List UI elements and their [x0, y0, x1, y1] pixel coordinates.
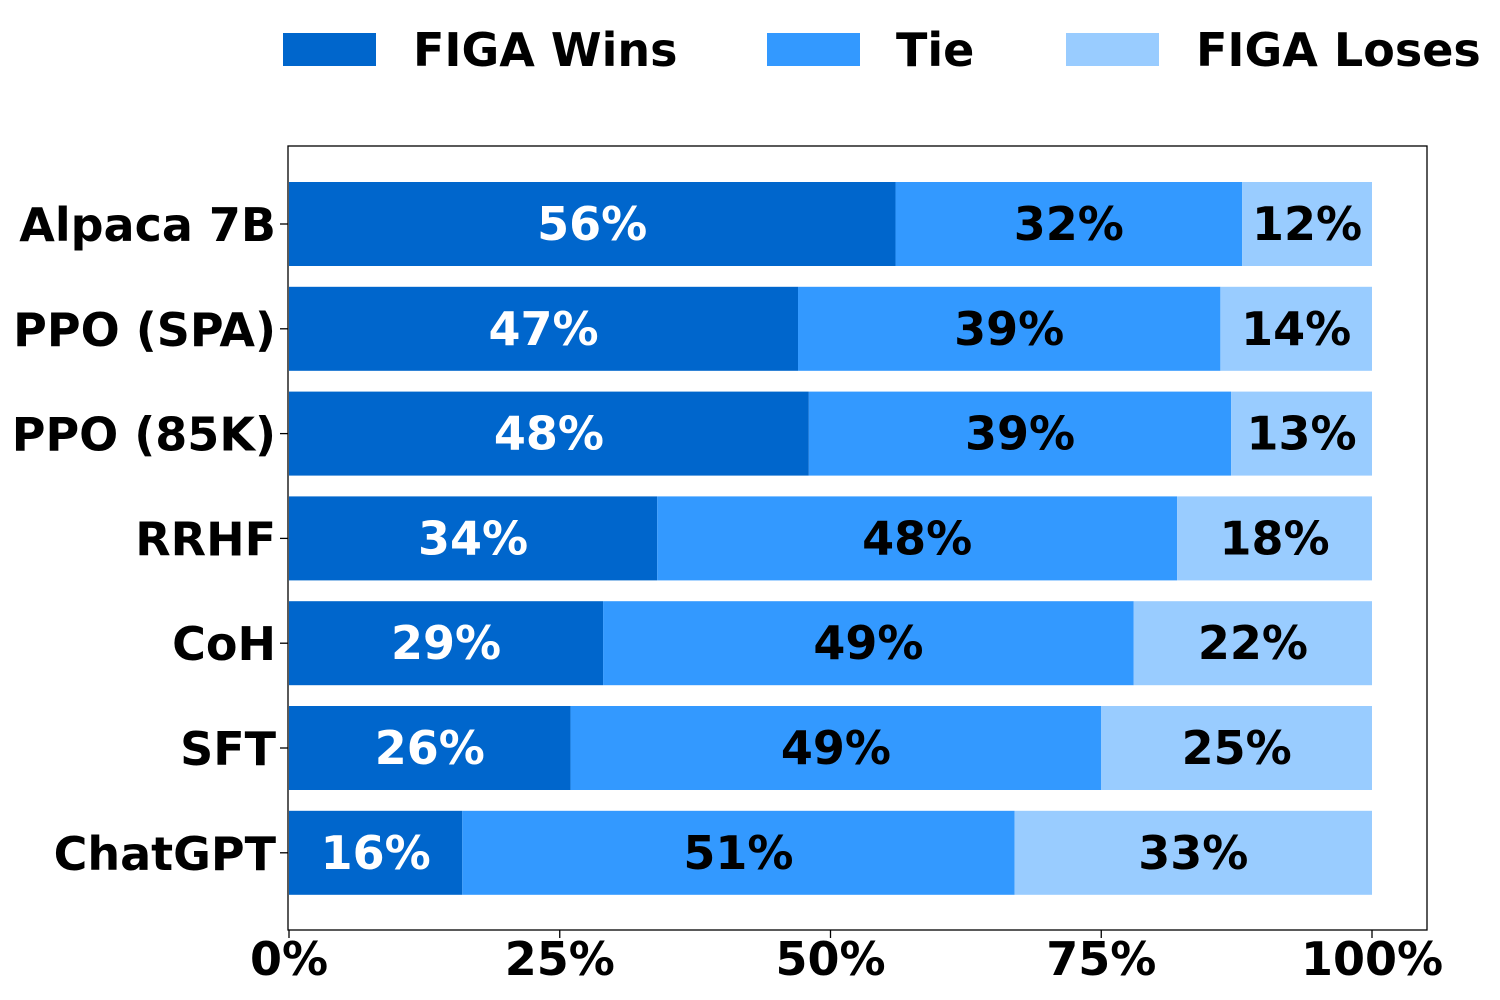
x-tick-label-0: 0% [250, 932, 328, 986]
bar-label-coh-tie: 49% [813, 616, 923, 670]
bar-ppo-spa-figa-loses [1220, 286, 1372, 371]
bar-ppo-spa-tie [798, 286, 1221, 371]
bar-rrhf-figa-loses [1177, 496, 1372, 581]
category-label-rrhf: RRHF [135, 512, 276, 566]
bar-chatgpt-figa-loses [1014, 810, 1372, 895]
bar-sft-tie [570, 706, 1102, 790]
legend-label-figa-wins: FIGA Wins [413, 23, 678, 77]
bar-ppo-85k-figa-wins [289, 391, 809, 476]
bar-label-sft-tie: 49% [781, 721, 891, 775]
legend: FIGA Wins Tie FIGA Loses [283, 23, 1481, 77]
bar-coh-figa-wins [289, 601, 604, 686]
bar-label-ppo-85k-tie: 39% [965, 407, 1075, 461]
bar-label-coh-figa-loses: 22% [1198, 616, 1308, 670]
bar-label-sft-figa-wins: 26% [375, 721, 485, 775]
legend-swatch-figa-wins [283, 33, 376, 66]
category-label-sft: SFT [180, 722, 277, 776]
category-label-ppo-spa: PPO (SPA) [13, 303, 276, 357]
bar-coh-tie [603, 601, 1134, 686]
bar-label-alpaca-7b-figa-wins: 56% [537, 197, 647, 251]
bar-label-chatgpt-tie: 51% [683, 826, 793, 880]
bar-rrhf-figa-wins [289, 496, 658, 581]
legend-label-figa-loses: FIGA Loses [1196, 23, 1481, 77]
category-label-chatgpt: ChatGPT [54, 827, 277, 881]
bar-sft-figa-loses [1101, 706, 1372, 790]
bar-label-alpaca-7b-figa-loses: 12% [1252, 197, 1362, 251]
category-label-ppo-85k: PPO (85K) [12, 408, 276, 462]
category-label-alpaca-7b: Alpaca 7B [19, 198, 276, 252]
bar-label-ppo-spa-figa-wins: 47% [488, 302, 598, 356]
bar-label-chatgpt-figa-wins: 16% [321, 826, 431, 880]
bar-ppo-spa-figa-wins [289, 286, 799, 371]
bar-label-ppo-spa-tie: 39% [954, 302, 1064, 356]
bar-ppo-85k-figa-loses [1231, 391, 1372, 476]
bar-label-ppo-85k-figa-wins: 48% [494, 407, 604, 461]
bar-chatgpt-figa-wins [289, 810, 463, 895]
bar-alpaca-7b-figa-wins [289, 182, 896, 266]
bar-chatgpt-tie [462, 810, 1015, 895]
legend-swatch-figa-loses [1066, 33, 1159, 66]
bar-alpaca-7b-tie [895, 182, 1243, 266]
bar-sft-figa-wins [289, 706, 571, 790]
bar-coh-figa-loses [1133, 601, 1372, 686]
category-label-coh: CoH [172, 617, 276, 671]
x-axis: 0% 25% 50% 75% 100% [250, 930, 1443, 986]
bar-alpaca-7b-figa-loses [1242, 182, 1372, 266]
x-tick-label-100: 100% [1301, 932, 1443, 986]
x-tick-label-75: 75% [1046, 932, 1156, 986]
x-tick-label-25: 25% [505, 932, 615, 986]
bar-label-coh-figa-wins: 29% [391, 616, 501, 670]
bar-label-rrhf-tie: 48% [862, 511, 972, 565]
bar-label-sft-figa-loses: 25% [1182, 721, 1292, 775]
bars-group: 56% 32% 12% 47% 39% 14% 48% 39% 13% 34% 48% 18% 29% 4… [289, 182, 1372, 895]
bar-label-ppo-85k-figa-loses: 13% [1247, 407, 1357, 461]
bar-label-alpaca-7b-tie: 32% [1014, 197, 1124, 251]
x-tick-label-50: 50% [775, 932, 885, 986]
bar-label-rrhf-figa-wins: 34% [418, 511, 528, 565]
bar-rrhf-tie [657, 496, 1178, 581]
bar-label-rrhf-figa-loses: 18% [1219, 511, 1329, 565]
bar-label-ppo-spa-figa-loses: 14% [1241, 302, 1351, 356]
legend-label-tie: Tie [896, 23, 974, 77]
legend-swatch-tie [767, 33, 860, 66]
bar-label-chatgpt-figa-loses: 33% [1138, 826, 1248, 880]
y-axis: Alpaca 7B PPO (SPA) PPO (85K) RRHF CoH SFT Cha… [12, 198, 288, 881]
bar-ppo-85k-tie [808, 391, 1232, 476]
